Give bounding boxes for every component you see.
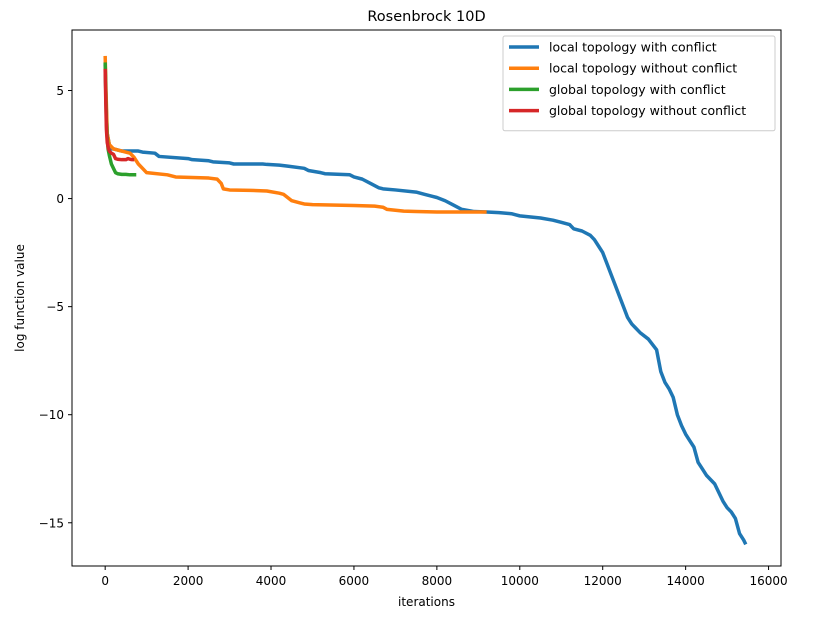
- x-tick-label: 12000: [584, 574, 622, 588]
- legend: local topology with conflict local topolo…: [502, 35, 776, 132]
- chart-title: Rosenbrock 10D: [367, 9, 485, 25]
- y-tick-label: 0: [56, 192, 64, 206]
- y-tick-label: −5: [46, 300, 64, 314]
- x-tick-label: 14000: [667, 574, 705, 588]
- y-tick-label: −15: [39, 516, 64, 530]
- y-axis-ticks: 5 0 −5 −10 −15: [39, 84, 72, 530]
- y-tick-label: −10: [39, 408, 64, 422]
- plot-frame: [71, 29, 782, 567]
- legend-label: global topology without conflict: [549, 103, 746, 118]
- x-tick-label: 6000: [339, 574, 370, 588]
- legend-label: global topology with conflict: [549, 82, 726, 97]
- x-tick-label: 10000: [501, 574, 539, 588]
- x-tick-label: 8000: [422, 574, 453, 588]
- x-axis-label: iterations: [398, 595, 455, 609]
- legend-label: local topology with conflict: [549, 40, 717, 55]
- legend-label: local topology without conflict: [549, 61, 737, 76]
- x-tick-label: 4000: [256, 574, 287, 588]
- x-tick-label: 2000: [173, 574, 204, 588]
- series-line-2: [103, 55, 487, 214]
- series-lines: [103, 55, 748, 546]
- x-axis-ticks: 0 2000 4000 6000 8000 10000 12000 14000 16000: [101, 566, 788, 588]
- x-tick-label: 16000: [749, 574, 787, 588]
- series-line-1: [103, 64, 748, 546]
- series-line-4: [103, 68, 135, 162]
- y-axis-label: log function value: [13, 244, 27, 352]
- x-tick-label: 0: [101, 574, 109, 588]
- legend-box: [502, 35, 776, 132]
- y-tick-label: 5: [56, 84, 64, 98]
